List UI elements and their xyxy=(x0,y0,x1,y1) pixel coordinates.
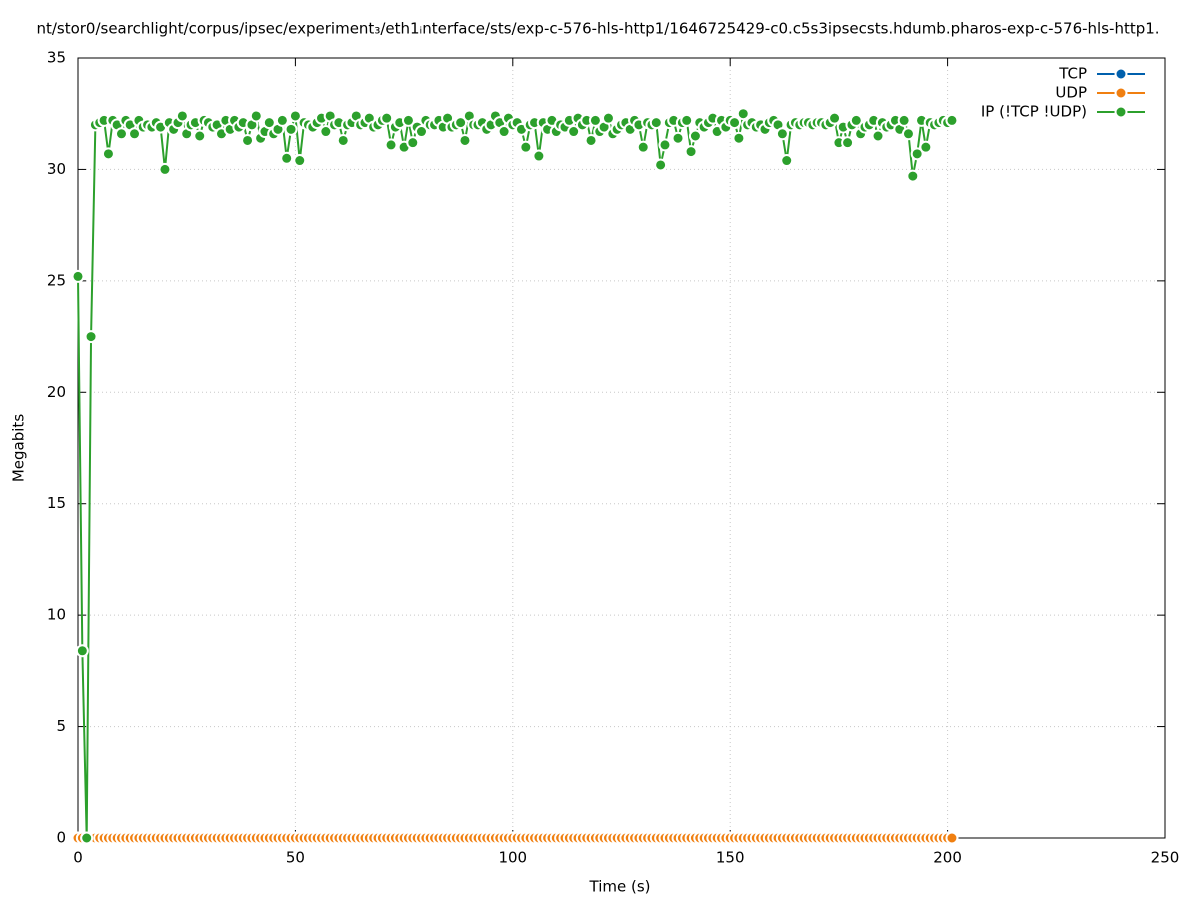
data-point xyxy=(114,127,128,141)
y-tick-label: 30 xyxy=(47,160,66,178)
y-tick-label: 35 xyxy=(47,49,66,67)
data-point xyxy=(401,113,415,127)
series-line xyxy=(77,110,953,839)
data-point xyxy=(380,111,394,125)
data-point xyxy=(262,116,276,130)
x-tick-label: 0 xyxy=(73,849,83,867)
data-point xyxy=(84,330,98,344)
legend-marker xyxy=(1114,86,1128,100)
data-point xyxy=(567,125,581,139)
data-point xyxy=(588,113,602,127)
chart-title: nt/stor0/searchlight/corpus/ipsec/experi… xyxy=(36,20,1159,38)
data-point xyxy=(732,131,746,145)
y-tick-label: 25 xyxy=(47,271,66,289)
data-point xyxy=(901,127,915,141)
data-point xyxy=(658,138,672,152)
data-point xyxy=(249,109,263,123)
data-point xyxy=(406,136,420,150)
data-point xyxy=(175,109,189,123)
data-point xyxy=(728,116,742,130)
x-tick-label: 50 xyxy=(286,849,305,867)
data-point xyxy=(584,133,598,147)
x-tick-label: 150 xyxy=(716,849,745,867)
legend-marker xyxy=(1114,67,1128,81)
data-point xyxy=(336,133,350,147)
y-axis-label: Megabits xyxy=(10,414,28,482)
data-point xyxy=(80,831,94,845)
data-point xyxy=(101,147,115,161)
data-point xyxy=(193,129,207,143)
data-point xyxy=(636,140,650,154)
x-tick-label: 250 xyxy=(1151,849,1180,867)
data-point xyxy=(775,127,789,141)
data-point xyxy=(384,138,398,152)
data-point xyxy=(414,125,428,139)
data-point xyxy=(158,162,172,176)
data-point xyxy=(671,131,685,145)
x-tick-label: 200 xyxy=(933,849,962,867)
data-point xyxy=(945,113,959,127)
data-point xyxy=(601,111,615,125)
y-tick-label: 10 xyxy=(47,606,66,624)
data-point xyxy=(293,154,307,168)
data-point xyxy=(919,140,933,154)
y-tick-label: 0 xyxy=(56,829,66,847)
data-point xyxy=(497,125,511,139)
data-point xyxy=(649,116,663,130)
data-point xyxy=(454,116,468,130)
x-axis-label: Time (s) xyxy=(589,878,651,896)
data-point xyxy=(288,109,302,123)
data-point xyxy=(871,129,885,143)
data-point xyxy=(841,136,855,150)
data-point xyxy=(75,644,89,658)
data-point xyxy=(736,107,750,121)
data-point xyxy=(910,147,924,161)
plot-border xyxy=(77,57,1166,839)
data-point xyxy=(532,149,546,163)
data-point xyxy=(284,122,298,136)
legend-label: IP (!TCP !UDP) xyxy=(981,103,1087,121)
y-tick-label: 20 xyxy=(47,383,66,401)
data-point xyxy=(945,831,959,845)
data-point xyxy=(849,113,863,127)
data-point xyxy=(519,140,533,154)
y-tick-label: 5 xyxy=(56,717,66,735)
data-point xyxy=(241,133,255,147)
data-point xyxy=(458,133,472,147)
data-point xyxy=(680,113,694,127)
data-point xyxy=(688,129,702,143)
data-point xyxy=(319,125,333,139)
y-tick-label: 15 xyxy=(47,494,66,512)
x-tick-label: 100 xyxy=(498,849,527,867)
data-point xyxy=(684,145,698,159)
data-point xyxy=(654,158,668,172)
legend-marker xyxy=(1114,105,1128,119)
data-point xyxy=(128,127,142,141)
legend-label: TCP xyxy=(1058,65,1087,83)
data-point xyxy=(906,169,920,183)
data-point xyxy=(897,113,911,127)
data-point xyxy=(280,151,294,165)
data-point xyxy=(71,269,85,283)
data-point xyxy=(780,154,794,168)
legend-label: UDP xyxy=(1055,84,1087,102)
data-point xyxy=(275,113,289,127)
data-point xyxy=(828,111,842,125)
